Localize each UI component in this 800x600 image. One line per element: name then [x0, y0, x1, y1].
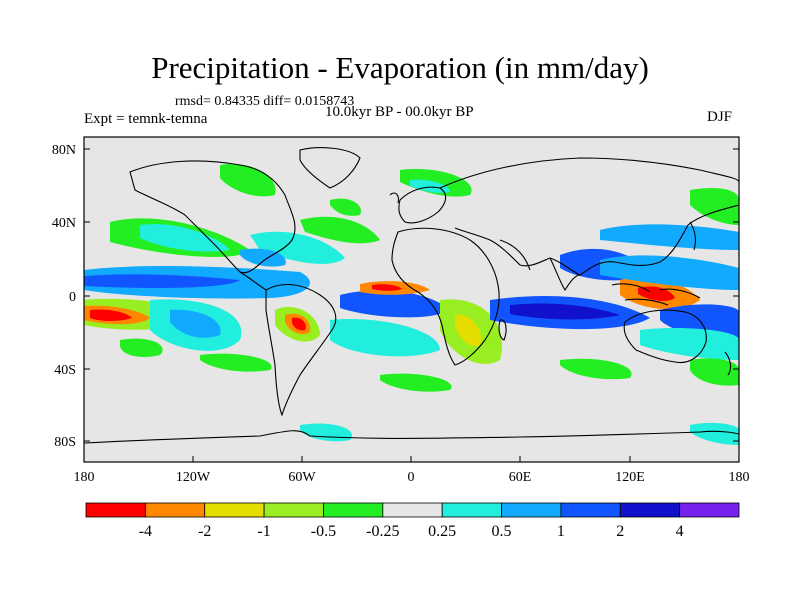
- colorbar-swatch: [619, 502, 681, 518]
- plot-title: Precipitation - Evaporation (in mm/day): [151, 50, 649, 85]
- lat-tick-label: 80S: [54, 435, 76, 450]
- lon-tick-label: 60W: [288, 470, 316, 485]
- colorbar-swatch: [441, 502, 502, 518]
- lon-tick-label: 0: [408, 470, 415, 485]
- colorbar-label: -1: [257, 523, 270, 540]
- season-label: DJF: [707, 109, 733, 125]
- lon-tick-label: 60E: [509, 470, 532, 485]
- colorbar-label: -4: [139, 523, 152, 540]
- stats-label: rmsd= 0.84335 diff= 0.0158743: [175, 94, 355, 109]
- map-panel: [84, 137, 739, 462]
- colorbar-swatch: [323, 502, 384, 518]
- lon-tick-label: 120W: [176, 470, 211, 485]
- colorbar-swatch: [560, 502, 621, 518]
- lat-tick-label: 40N: [52, 216, 76, 231]
- period-label: 10.0kyr BP - 00.0kyr BP: [325, 104, 474, 120]
- colorbar-swatch: [501, 502, 562, 518]
- colorbar-label: 0.5: [492, 523, 512, 540]
- experiment-label: Expt = temnk-temna: [84, 111, 208, 127]
- field-blobs: [84, 164, 739, 445]
- colorbar-label: -0.25: [366, 523, 399, 540]
- colorbar-swatch: [382, 502, 443, 518]
- coastlines: [84, 147, 739, 444]
- colorbar-label: 0.25: [428, 523, 456, 540]
- colorbar-swatch: [263, 502, 324, 518]
- lon-axis: 180 120W 60W 0 60E 120E 180: [74, 456, 750, 485]
- colorbar-label: 1: [557, 523, 565, 540]
- lon-tick-label: 180: [729, 470, 750, 485]
- lat-tick-label: 0: [69, 290, 76, 305]
- colorbar-label: -2: [198, 523, 211, 540]
- colorbar-label: 2: [616, 523, 624, 540]
- colorbar-swatch: [85, 502, 146, 518]
- lon-tick-label: 180: [74, 470, 95, 485]
- lat-tick-label: 80N: [52, 143, 76, 158]
- colorbar-swatch: [204, 502, 265, 518]
- colorbar: -4 -2 -1 -0.5 -0.25 0.25 0.5 1 2 4: [85, 502, 740, 540]
- colorbar-label: 4: [676, 523, 684, 540]
- colorbar-swatch: [144, 502, 206, 518]
- lat-tick-label: 40S: [54, 363, 76, 378]
- lat-axis: 80N 40N 0 40S 80S: [52, 143, 739, 450]
- colorbar-swatch: [679, 502, 740, 518]
- colorbar-label: -0.5: [311, 523, 336, 540]
- lon-tick-label: 120E: [615, 470, 645, 485]
